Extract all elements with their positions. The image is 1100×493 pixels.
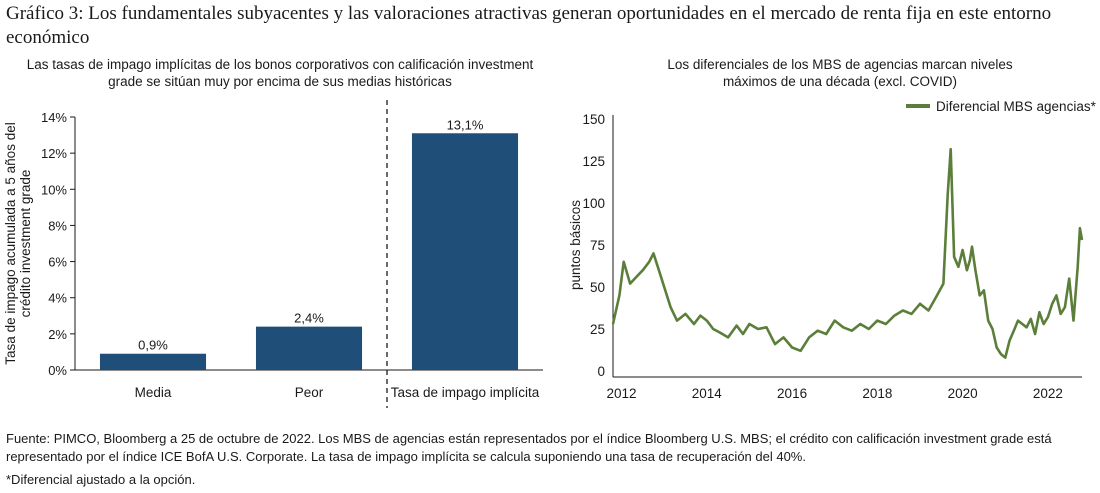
x-category-label: Media — [135, 385, 172, 400]
y-tick-label: 0% — [48, 363, 67, 378]
left-panel-title-line1: Las tasas de impago implícitas de los bo… — [26, 57, 534, 72]
bar-1 — [99, 353, 207, 370]
default-rate-bar-chart: 0% 2% 4% 6% 8% 10% 12% 14% Tasa de impago acumul… — [3, 100, 543, 408]
x-category-label: Tasa de impago implícita — [391, 385, 540, 400]
legend-label: Diferencial MBS agencias* — [936, 99, 1097, 114]
x-tick-label: 2014 — [692, 386, 723, 401]
y-tick-label: 0 — [597, 364, 605, 379]
y-tick-label: 150 — [582, 112, 605, 127]
x-tick-label: 2022 — [1033, 386, 1063, 401]
y-tick-label: 75 — [590, 238, 605, 253]
left-panel-title: Las tasas de impago implícitas de los bo… — [20, 56, 540, 90]
mbs-spread-line-chart: 0 25 50 75 100 125 150 2012 2014 2016 2018 2020 2022… — [568, 99, 1097, 401]
x-category-label: Peor — [295, 385, 324, 400]
y-tick-label: 2% — [48, 327, 67, 342]
right-panel-title: Los diferenciales de los MBS de agencias… — [600, 56, 1080, 90]
y-axis-label: puntos básicos — [568, 200, 583, 290]
right-panel-title-line1: Los diferenciales de los MBS de agencias… — [667, 57, 1013, 72]
x-tick-label: 2018 — [862, 386, 892, 401]
figure-title: Gráfico 3: Los fundamentales subyacentes… — [6, 3, 1052, 48]
right-panel-title-line2: máximos de una década (excl. COVID) — [722, 74, 958, 89]
x-tick-label: 2016 — [777, 386, 807, 401]
left-panel-title-line2: grade se sitúan muy por encima de sus me… — [108, 74, 452, 89]
bar-data-label: 13,1% — [447, 117, 484, 132]
y-tick-label: 4% — [48, 291, 67, 306]
y-tick-label: 10% — [41, 182, 67, 197]
series-line-mbs-spread — [611, 147, 1084, 359]
bar-3 — [411, 133, 519, 370]
bar-2 — [255, 326, 363, 370]
y-tick-label: 14% — [41, 110, 67, 125]
bar-data-label: 0,9% — [138, 338, 168, 353]
y-tick-label: 50 — [590, 280, 605, 295]
source-note: Fuente: PIMCO, Bloomberg a 25 de octubre… — [6, 431, 1052, 464]
bar-data-label: 2,4% — [294, 311, 324, 326]
y-tick-label: 6% — [48, 255, 67, 270]
y-tick-label: 125 — [582, 154, 605, 169]
y-tick-label: 25 — [590, 322, 605, 337]
x-tick-label: 2020 — [948, 386, 978, 401]
y-tick-label: 8% — [48, 218, 67, 233]
footnote: *Diferencial ajustado a la opción. — [6, 472, 196, 487]
x-tick-label: 2012 — [607, 386, 637, 401]
y-tick-label: 100 — [582, 196, 605, 211]
y-tick-label: 12% — [41, 146, 67, 161]
y-axis-label: Tasa de impago acumulada a 5 años delcré… — [3, 122, 33, 364]
